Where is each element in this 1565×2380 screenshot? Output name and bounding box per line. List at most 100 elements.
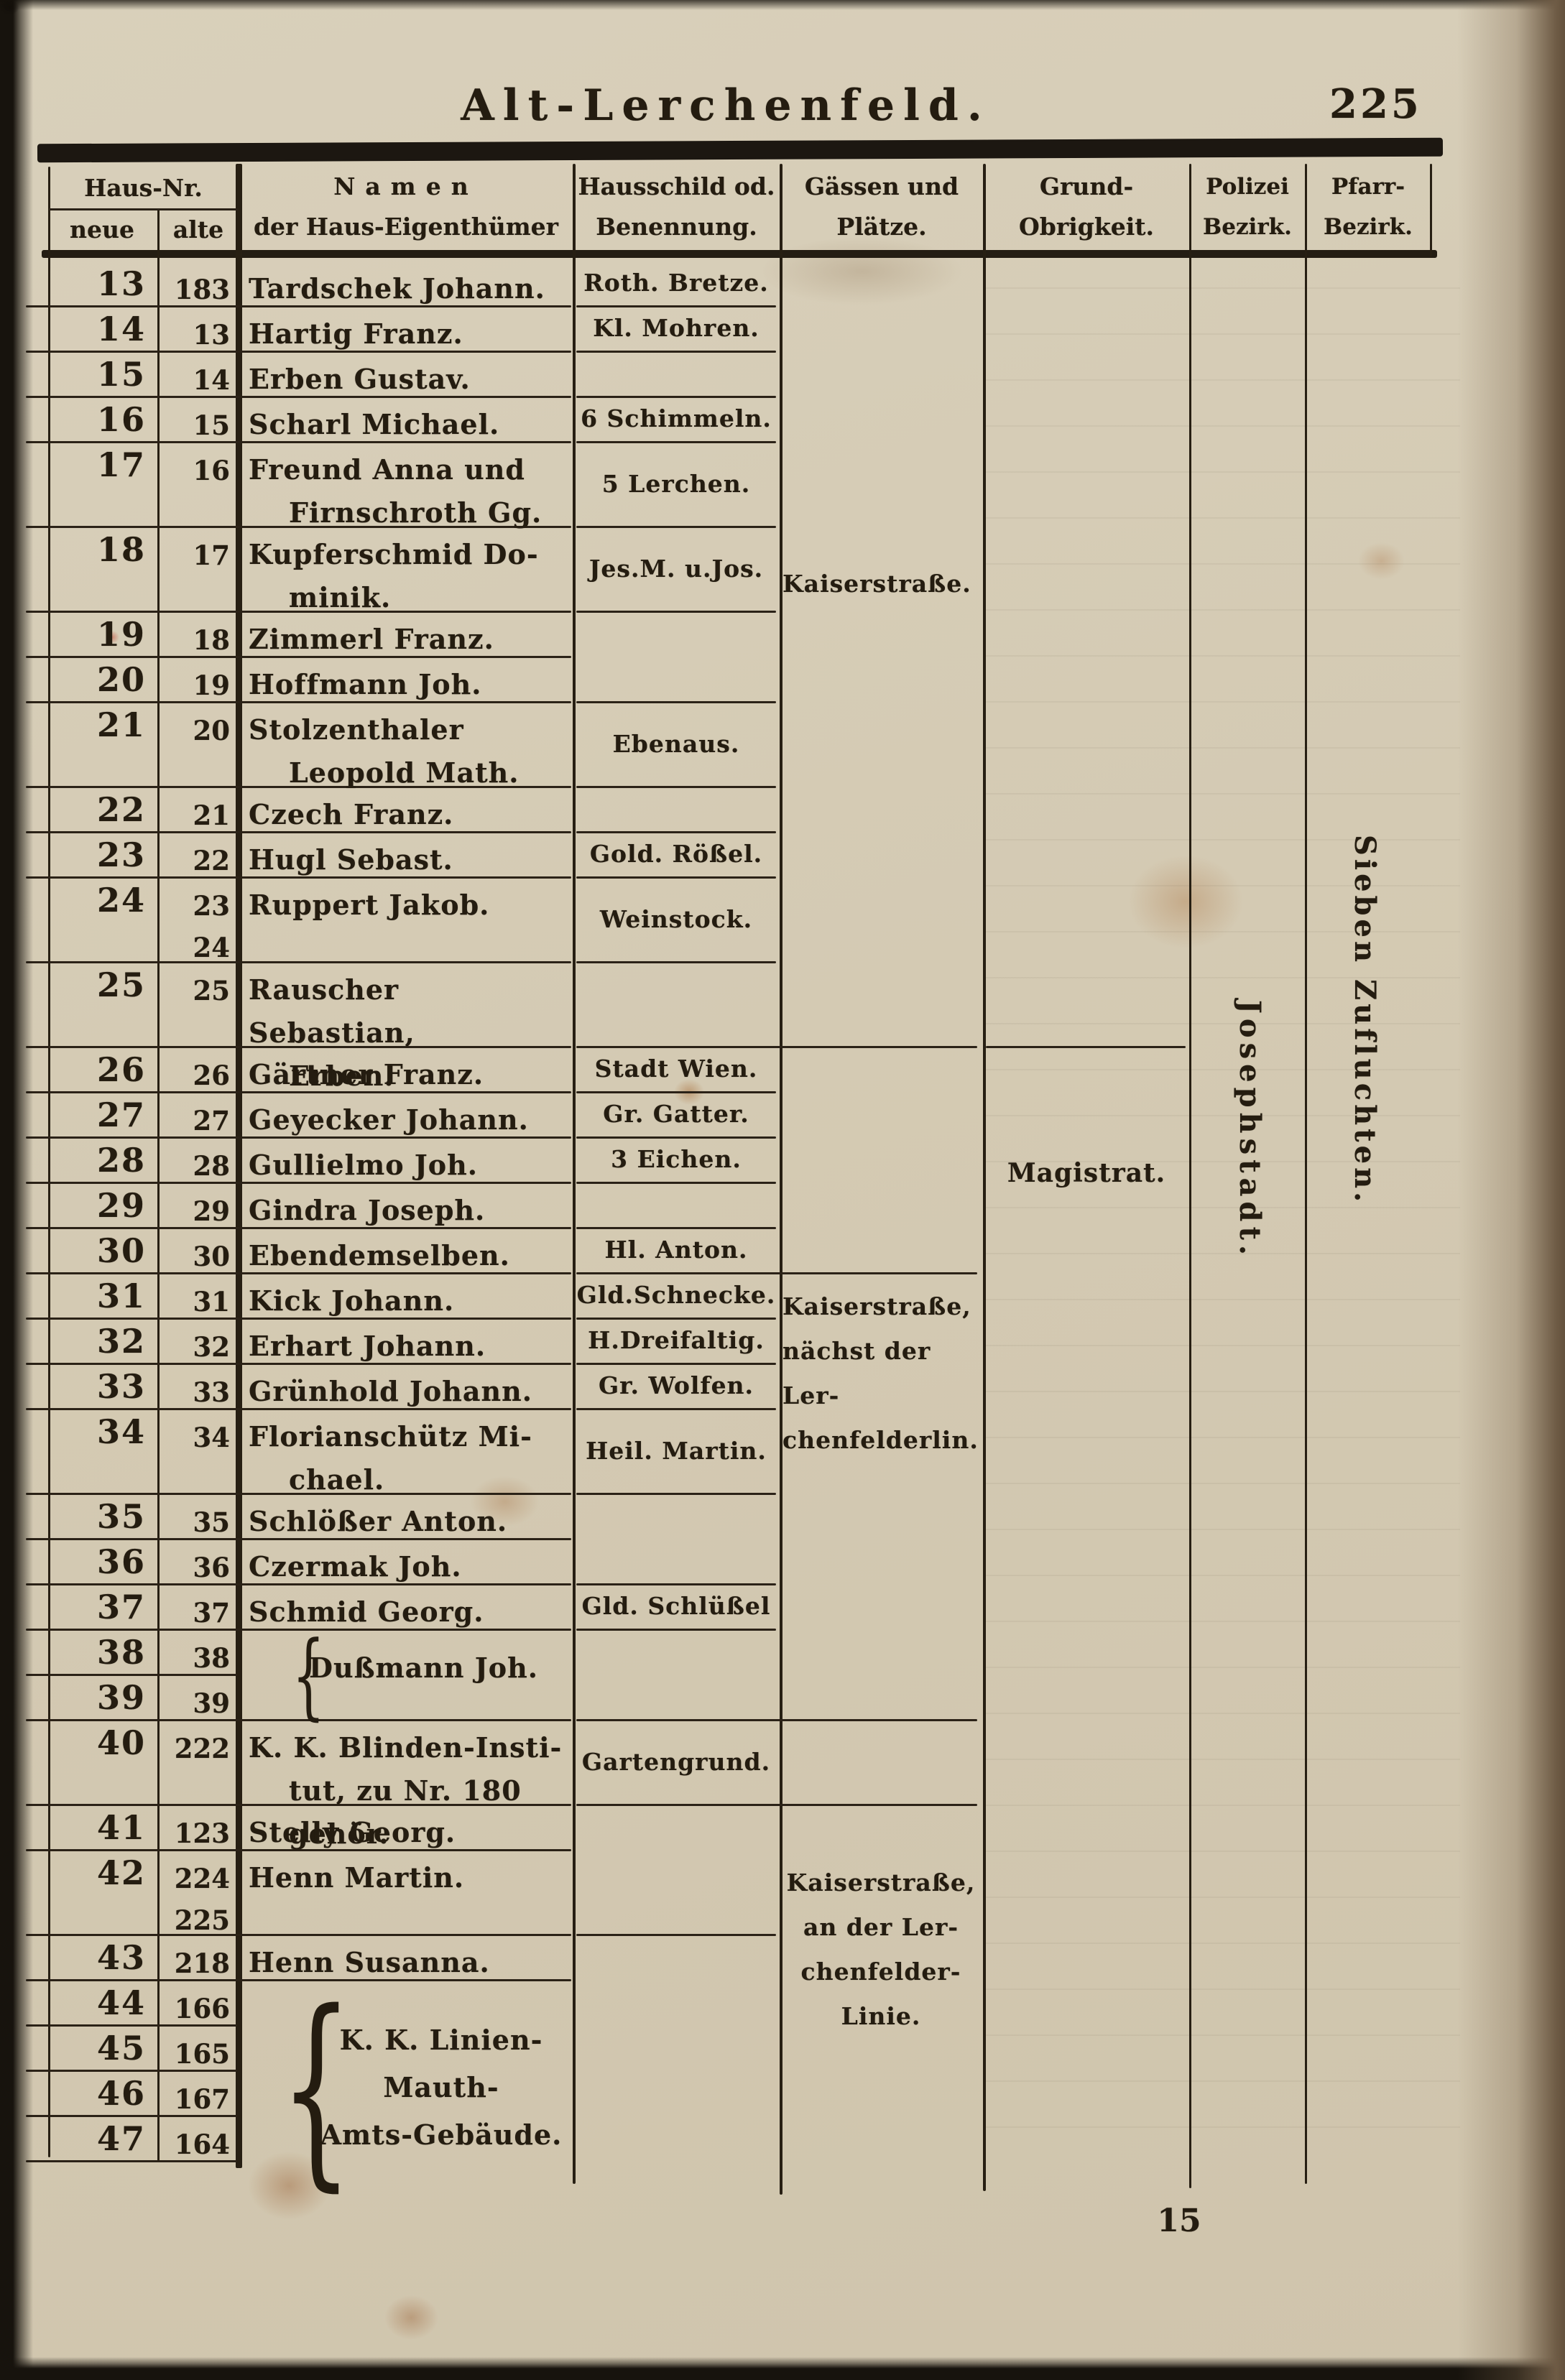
table-row: 21 20 Stolzenthaler Leopold Math. Ebenaus. xyxy=(0,701,1565,789)
row-separator xyxy=(576,396,776,398)
row-separator xyxy=(576,1136,776,1139)
group-owner-name: Dußmann Joh. xyxy=(309,1652,538,1684)
grouping-brace: { xyxy=(292,1621,326,1730)
table-row: 36 36 Czermak Joh. xyxy=(0,1538,1565,1583)
house-number-old: 34 xyxy=(193,1422,231,1453)
house-number-old: 183 xyxy=(174,274,230,305)
scan-edge-left xyxy=(0,0,33,2380)
row-separator xyxy=(576,1493,776,1495)
house-number-new: 39 xyxy=(96,1678,146,1717)
table-row: 31 31 Kick Johann. Gld.Schnecke. xyxy=(0,1272,1565,1318)
house-shield: Roth. Bretze. xyxy=(583,269,769,297)
row-separator xyxy=(26,396,571,398)
row-separator xyxy=(26,1629,571,1631)
house-number-old: 23 24 xyxy=(193,890,231,963)
house-number-old: 123 xyxy=(174,1818,230,1849)
top-rule xyxy=(37,137,1444,163)
column-divider xyxy=(157,210,160,2161)
column-divider xyxy=(573,164,576,2184)
owner-name: Grünhold Johann. xyxy=(249,1375,532,1407)
column-header-haus-nr: Haus-Nr. xyxy=(48,172,239,204)
owner-name: Kupferschmid Do-minik. xyxy=(249,538,539,613)
house-number-old: 167 xyxy=(174,2083,230,2115)
table-row: 40 222 K. K. Blinden-Insti-tut, zu Nr. 180… xyxy=(0,1719,1565,1850)
owner-name: Schlößer Anton. xyxy=(249,1505,508,1537)
house-number-old: 21 xyxy=(193,800,231,831)
owner-name: Gindra Joseph. xyxy=(249,1194,486,1226)
house-number-new: 40 xyxy=(96,1723,146,1762)
house-number-old: 30 xyxy=(193,1241,231,1272)
owner-name: K. K. Blinden-Insti-tut, zu Nr. 180 gehö… xyxy=(249,1731,563,1850)
grund-obrigkeit-entry: Magistrat. xyxy=(1007,1158,1166,1188)
house-shield: H.Dreifaltig. xyxy=(588,1326,765,1354)
table-row: 46 167 xyxy=(0,2070,1565,2115)
column-header-gassen: Gässen und Plätze. xyxy=(782,171,981,243)
row-separator xyxy=(26,1227,571,1229)
row-separator xyxy=(576,611,776,613)
owner-name: Kick Johann. xyxy=(249,1284,455,1317)
row-separator xyxy=(26,611,571,613)
row-separator xyxy=(576,1272,776,1274)
house-number-new: 18 xyxy=(96,530,146,569)
house-number-new: 30 xyxy=(96,1231,146,1270)
row-separator xyxy=(773,1046,977,1048)
owner-name: Geyecker Johann. xyxy=(249,1103,529,1136)
book-gutter-shadow xyxy=(1457,0,1565,2380)
polizei-bezirk-vertical-label: Josephstadt. xyxy=(1233,1000,1267,1260)
table-row: 38 38{Dußmann Joh. xyxy=(0,1629,1565,1722)
house-shield: 5 Lerchen. xyxy=(601,469,751,498)
row-separator xyxy=(26,786,571,788)
group-owner-name: K. K. Linien-Mauth- Amts-Gebäude. xyxy=(320,2024,563,2151)
house-number-old: 22 xyxy=(193,845,231,876)
scan-edge-top xyxy=(0,0,1565,10)
row-separator xyxy=(26,1363,571,1365)
table-row: 47 164 xyxy=(0,2115,1565,2160)
row-separator xyxy=(26,1674,237,1676)
row-separator xyxy=(576,526,776,528)
row-separator xyxy=(576,1408,776,1410)
table-row: 14 13 Hartig Franz. Kl. Mohren. xyxy=(0,305,1565,351)
row-separator xyxy=(576,305,776,307)
row-separator xyxy=(26,351,571,353)
row-separator xyxy=(576,1804,776,1806)
house-number-new: 20 xyxy=(96,660,146,699)
house-number-new: 29 xyxy=(96,1186,146,1225)
house-number-new: 46 xyxy=(96,2074,146,2113)
row-separator xyxy=(26,831,571,833)
house-number-new: 44 xyxy=(96,1983,146,2022)
house-number-new: 14 xyxy=(96,310,146,348)
table-row: 27 27 Geyecker Johann. Gr. Gatter. xyxy=(0,1091,1565,1136)
table-row: 39 39 xyxy=(0,1674,1565,1719)
owner-name: Tardschek Johann. xyxy=(249,272,545,305)
row-separator xyxy=(576,831,776,833)
table-row: 34 34 Florianschütz Mi-chael. Heil. Martin. xyxy=(0,1408,1565,1496)
house-number-old: 37 xyxy=(193,1597,231,1629)
house-number-new: 15 xyxy=(96,355,146,394)
table-row: 35 35 Schlößer Anton. xyxy=(0,1493,1565,1538)
house-number-old: 38 xyxy=(193,1642,231,1674)
column-divider xyxy=(48,167,50,2157)
house-number-new: 37 xyxy=(96,1588,146,1626)
page-number: 225 xyxy=(1329,80,1422,128)
owner-name: Czech Franz. xyxy=(249,798,454,830)
row-separator xyxy=(26,1272,571,1274)
row-separator xyxy=(26,701,571,703)
street-entry: Kaiserstraße. xyxy=(782,570,971,598)
house-number-new: 38 xyxy=(96,1633,146,1672)
scan-edge-bottom xyxy=(0,2357,1565,2380)
table-row: 19 18 Zimmerl Franz. xyxy=(0,611,1565,656)
house-shield: Jes.M. u.Jos. xyxy=(588,554,764,583)
row-separator xyxy=(576,786,776,788)
house-number-new: 25 xyxy=(96,966,146,1004)
table-row: 22 21 Czech Franz. xyxy=(0,786,1565,831)
page-title: Alt-Lerchenfeld. xyxy=(461,80,991,131)
house-number-old: 14 xyxy=(193,364,231,396)
house-number-new: 13 xyxy=(96,264,146,303)
house-number-new: 26 xyxy=(96,1050,146,1089)
row-separator xyxy=(576,1719,776,1721)
house-number-new: 31 xyxy=(96,1277,146,1315)
house-number-old: 19 xyxy=(193,670,231,701)
row-separator xyxy=(576,876,776,879)
street-entry: Kaiserstraße, nächst der Ler-chenfelderli… xyxy=(782,1292,979,1454)
table-row: 16 15 Scharl Michael. 6 Schimmeln. xyxy=(0,396,1565,441)
